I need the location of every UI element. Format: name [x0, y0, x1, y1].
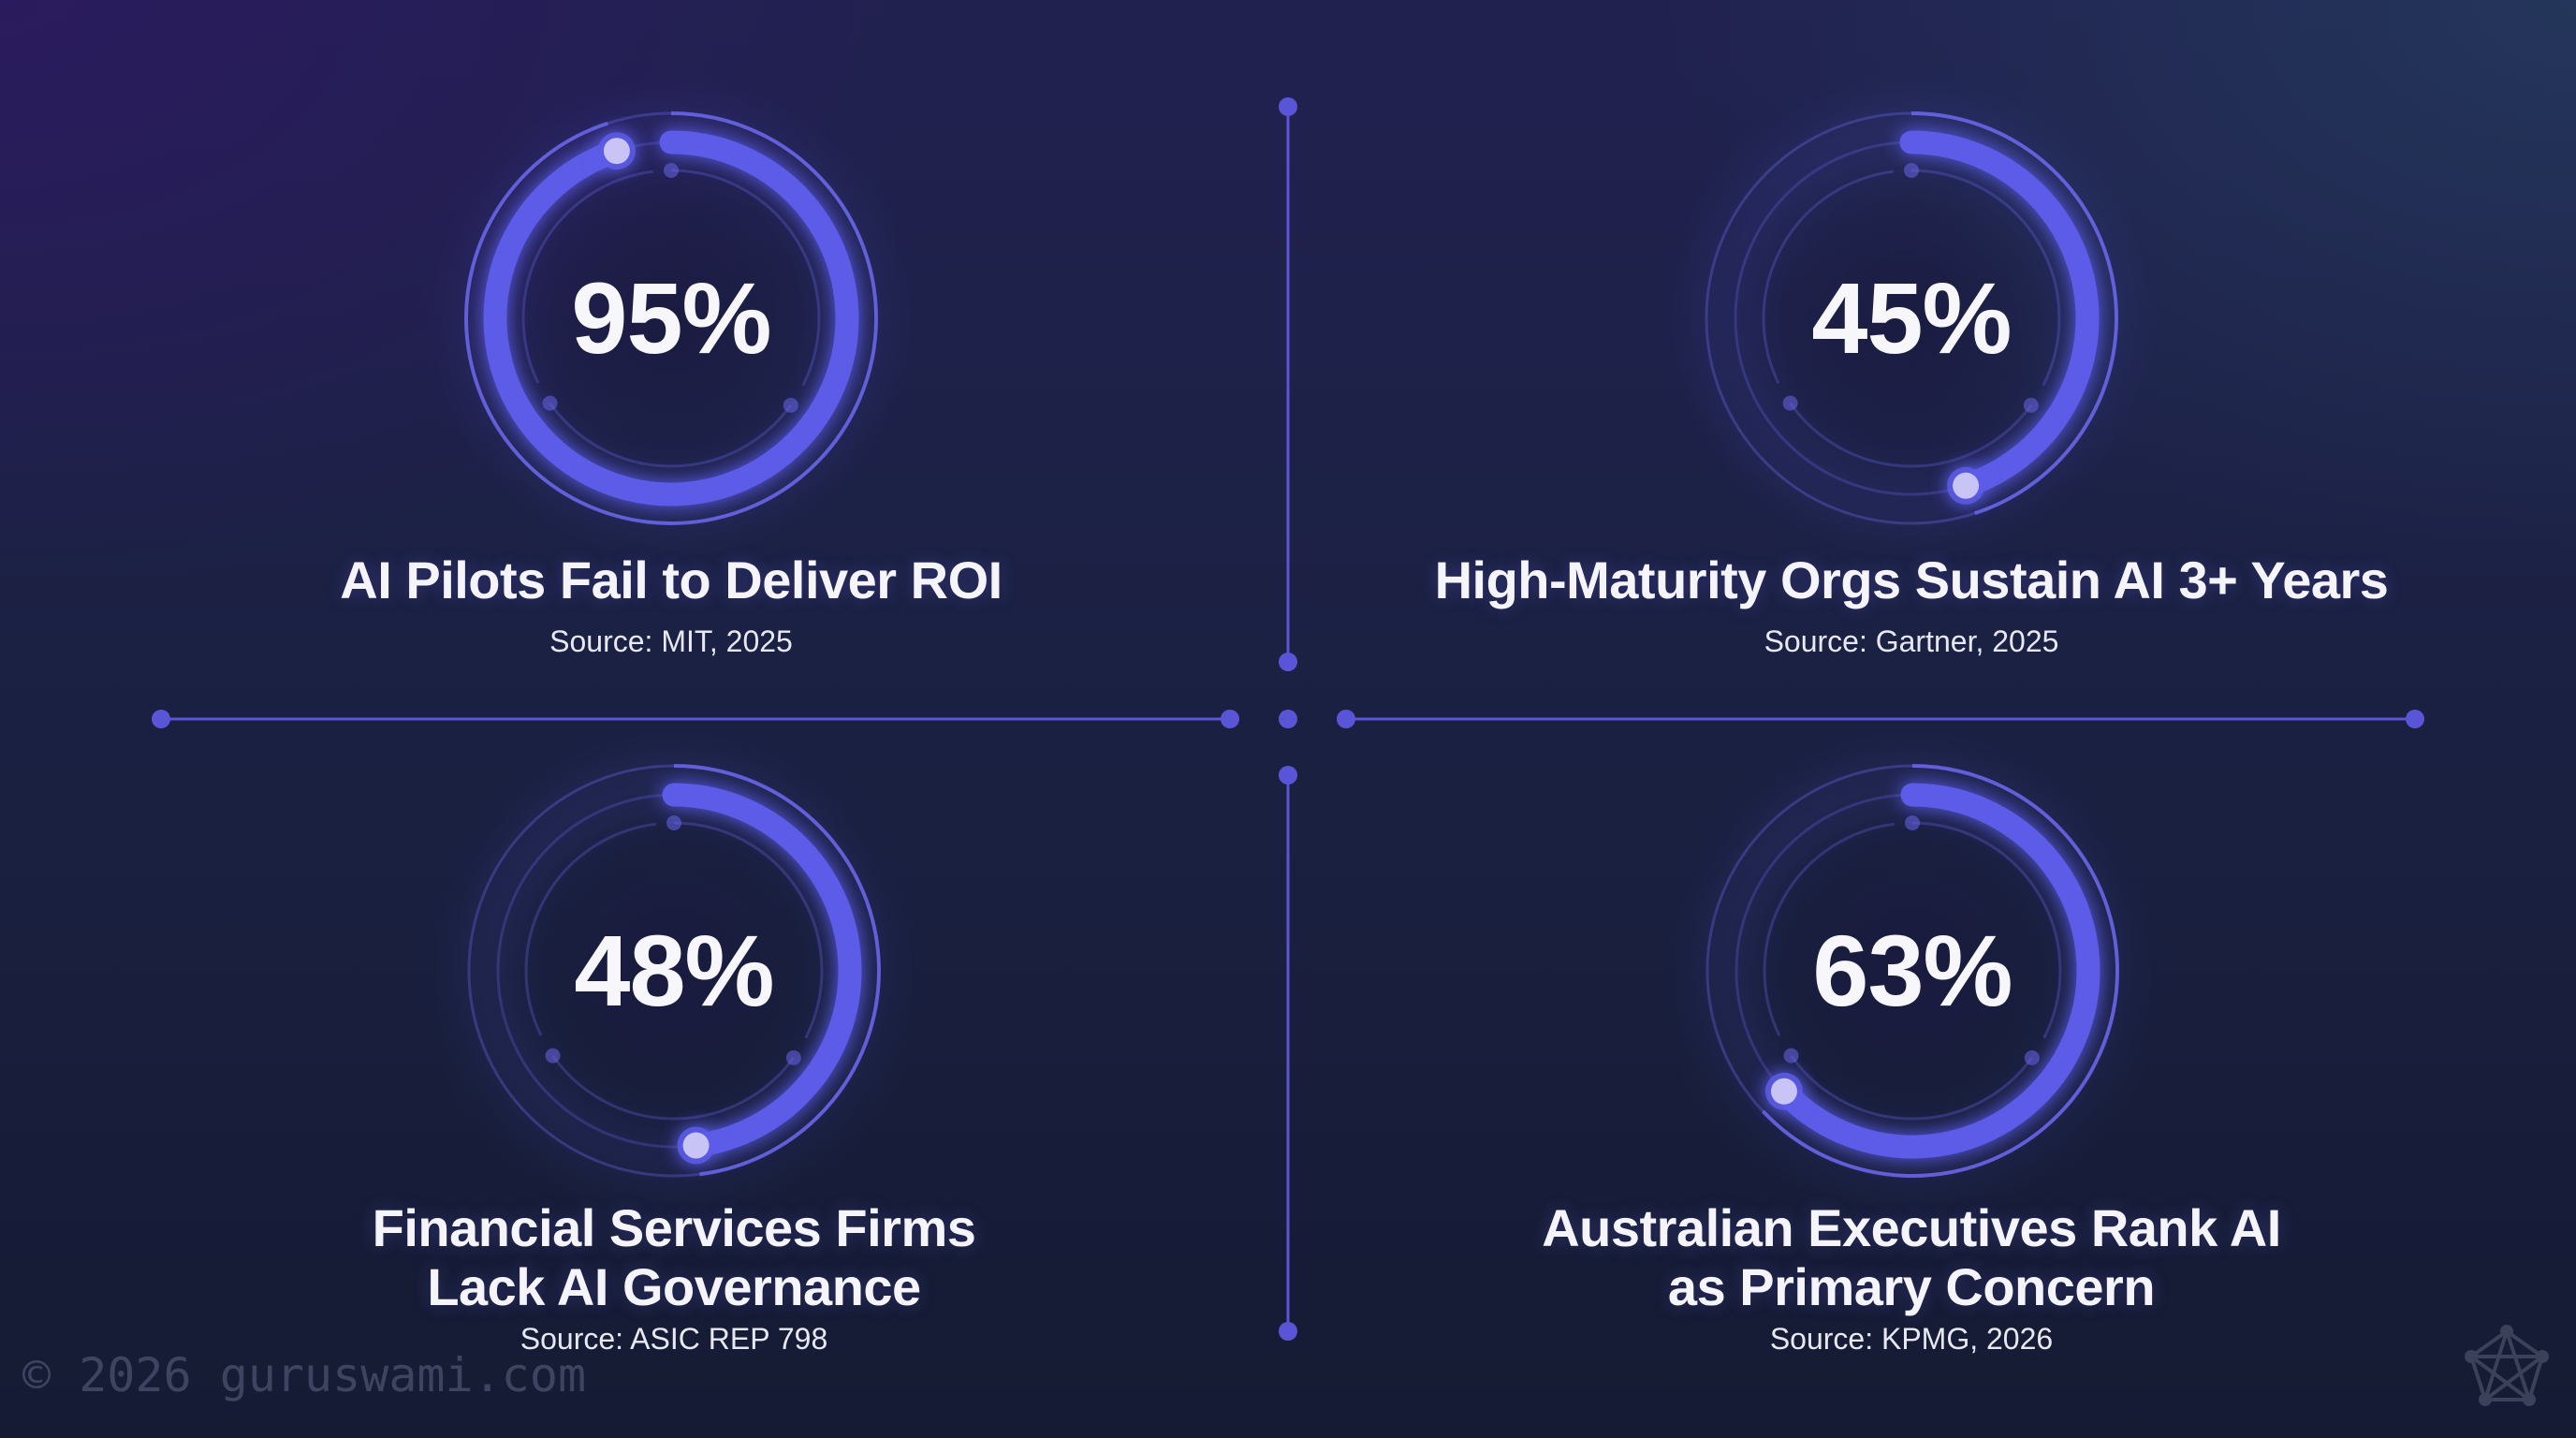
- divider-dot: [1279, 97, 1297, 116]
- outer-ring-highlight: [1910, 111, 2118, 516]
- inner-ring-dot: [1905, 815, 1920, 830]
- progress-endpoint-dot: [682, 1132, 710, 1159]
- stat-title: as Primary Concern: [1667, 1257, 2156, 1316]
- inner-ring-dot: [666, 815, 681, 830]
- inner-ring-segment: [1762, 169, 1894, 384]
- stat-title: Lack AI Governance: [427, 1257, 921, 1316]
- radial-progress-ring: [1705, 764, 2119, 1178]
- inner-ring-dot: [664, 163, 679, 178]
- stat-source: Source: ASIC REP 798: [520, 1322, 828, 1356]
- inner-ring-dot: [785, 1049, 801, 1065]
- inner-ring-segment: [1789, 402, 2033, 468]
- progress-endpoint-dot: [603, 138, 630, 165]
- divider-dot: [1279, 710, 1297, 728]
- cross-divider: [152, 97, 2424, 1341]
- divider-dot: [1279, 1322, 1297, 1341]
- stat-value: 63%: [1812, 914, 2012, 1027]
- inner-ring-dot: [545, 1048, 561, 1064]
- inner-ring-segment: [521, 169, 653, 384]
- inner-ring-segment: [1911, 821, 2062, 1039]
- divider-dot: [1279, 766, 1297, 785]
- divider-dot: [1337, 710, 1355, 728]
- stat-title: Australian Executives Rank AI: [1542, 1198, 2281, 1257]
- inner-ring-dot: [2024, 1049, 2040, 1065]
- progress-arc: [1772, 783, 2100, 1159]
- inner-ring-segment: [551, 1054, 796, 1121]
- inner-ring-segment: [1790, 1054, 2034, 1121]
- outer-ring-highlight: [673, 764, 881, 1177]
- stat-title: Financial Services Firms: [372, 1198, 976, 1257]
- outer-ring-highlight: [464, 111, 879, 525]
- inner-ring-dot: [1782, 395, 1798, 411]
- divider-dot: [1221, 710, 1239, 728]
- inner-ring-segment: [524, 822, 656, 1036]
- stat-title: High-Maturity Orgs Sustain AI 3+ Years: [1434, 550, 2389, 609]
- inner-ring-segment: [1763, 822, 1895, 1036]
- stat-value: 95%: [571, 261, 771, 374]
- inner-ring-dot: [1904, 163, 1919, 178]
- progress-arc: [662, 783, 862, 1158]
- stat-value: 45%: [1811, 261, 2012, 374]
- progress-arc: [1899, 130, 2100, 498]
- inner-ring-segment: [673, 821, 824, 1039]
- stat-source: Source: KPMG, 2026: [1769, 1322, 2054, 1356]
- inner-ring-dot: [2023, 397, 2039, 413]
- divider-dot: [2406, 710, 2424, 728]
- stat-source: Source: Gartner, 2025: [1764, 624, 2059, 658]
- stat-caption: High-Maturity Orgs Sustain AI 3+ Years S…: [1350, 550, 2473, 660]
- inner-ring-dot: [783, 397, 798, 413]
- stat-value: 48%: [574, 914, 774, 1027]
- progress-arc: [483, 130, 859, 506]
- progress-endpoint-dot: [1770, 1078, 1797, 1105]
- radial-progress-ring: [464, 111, 879, 525]
- radial-progress-ring: [467, 764, 881, 1178]
- inner-ring-segment: [549, 402, 793, 468]
- stat-title: AI Pilots Fail to Deliver ROI: [340, 550, 1003, 609]
- inner-ring-dot: [1783, 1048, 1799, 1064]
- inner-ring-segment: [1910, 169, 2061, 387]
- progress-endpoint-dot: [1953, 472, 1980, 499]
- stat-caption: Australian Executives Rank AI as Primary…: [1443, 1198, 2379, 1357]
- divider-dot: [1279, 653, 1297, 671]
- outer-ring-highlight: [1761, 764, 2119, 1178]
- divider-dot: [152, 710, 170, 728]
- stat-caption: AI Pilots Fail to Deliver ROI Source: MI…: [203, 550, 1139, 660]
- radial-progress-ring: [1705, 111, 2118, 525]
- stat-caption: Financial Services Firms Lack AI Governa…: [206, 1198, 1142, 1357]
- inner-ring-dot: [542, 395, 558, 411]
- network-pentagon-icon: [2465, 1325, 2549, 1406]
- inner-ring-segment: [670, 169, 821, 387]
- copyright-watermark: © 2026 guruswami.com: [22, 1348, 587, 1402]
- stat-source: Source: MIT, 2025: [549, 624, 793, 658]
